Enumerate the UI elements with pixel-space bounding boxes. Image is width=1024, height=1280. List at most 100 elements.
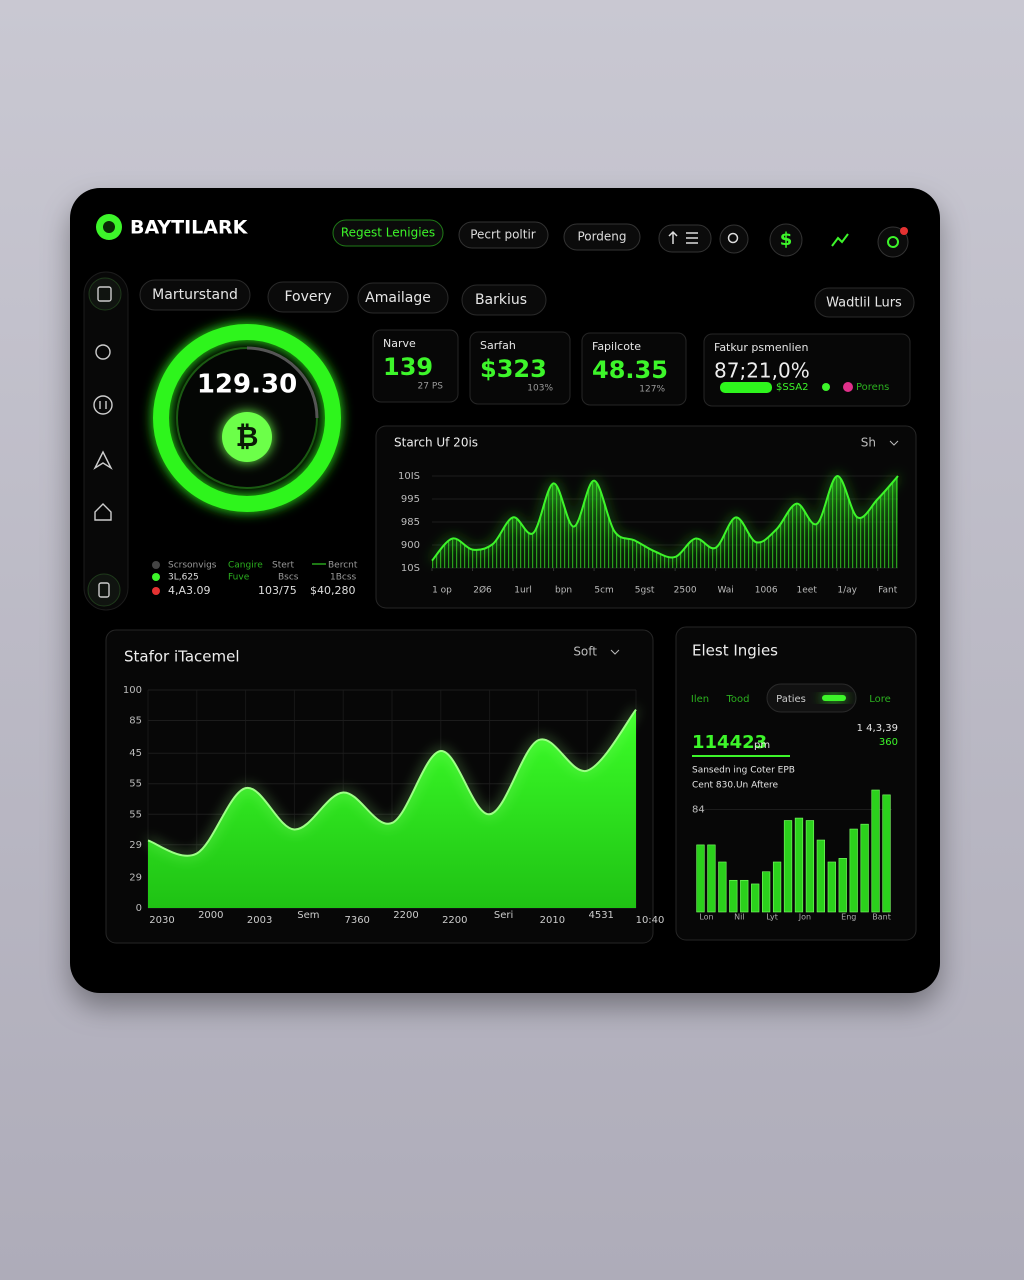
search-button[interactable] [719,224,749,254]
stat-card [372,329,459,403]
action-label: Wadtlil Lurs [826,296,902,311]
x-tick-label: Lyt [766,913,778,922]
sidebar-icon-glyph [98,582,110,598]
sidebar-icon[interactable] [94,503,112,521]
bar [762,871,771,913]
legend-text: Cangire [228,561,263,571]
panel-tab-pill[interactable] [766,683,857,713]
bar [772,861,782,913]
nav-label: Pordeng [577,230,626,244]
tab[interactable] [357,282,449,314]
brand: BAYTILARK [130,217,249,239]
search-icon [727,232,739,244]
x-tick-label: 2200 [442,915,467,926]
y-tick-label: 29 [129,840,142,851]
y-tick-label: 85 [129,716,142,727]
x-tick-label: Nil [734,913,744,922]
notification-button[interactable] [877,226,909,258]
card-value: 87;21,0% [714,359,810,383]
currency-icon: $ [780,229,793,250]
sidebar-icon[interactable] [95,344,111,360]
x-tick-label: 2000 [198,910,223,921]
sidebar [83,271,129,611]
legend-text: Bercnt [328,561,358,571]
menu-button[interactable] [658,224,712,253]
legend-text: 3L,625 [168,573,199,583]
x-tick-label: 5gst [635,586,655,596]
card-sub: 103% [527,384,553,394]
card-label: Sarfah [480,339,516,352]
legend-dot [152,587,160,595]
x-tick-label: Eng [841,913,856,922]
tab[interactable] [139,279,251,311]
x-tick-label: 2030 [149,915,174,926]
nav-button[interactable] [332,219,444,247]
dropdown-chevron [889,440,899,446]
tab-label: Amailage [365,290,431,306]
bar [783,820,793,913]
x-tick-label: 5cm [594,586,613,596]
bar [827,861,836,913]
card-label: Narve [383,337,416,350]
sidebar-icon[interactable] [88,277,122,311]
panel-tab: Paties [776,694,806,705]
panel-side: 360 [879,737,898,748]
notification-icon [887,236,899,248]
bar [751,883,760,913]
bar [707,844,716,913]
area-edge [147,708,637,857]
y-tick-label: 45 [129,748,142,759]
bar [849,828,858,913]
sidebar-icon[interactable] [87,573,121,607]
sidebar-icon-glyph [99,401,107,409]
stat-card [581,332,687,406]
brand-logo-inner [103,221,115,233]
bar [696,844,705,913]
legend-text: $40,280 [310,584,356,597]
panel-toggle[interactable] [822,695,846,701]
notification-dot [900,227,908,235]
bar [838,858,847,913]
y-tick-label: 985 [401,517,420,528]
bar [860,823,869,913]
tab[interactable] [461,284,547,316]
y-tick-label: 100 [123,685,142,696]
action-button[interactable] [814,287,915,318]
nav-button[interactable] [458,221,549,249]
tab-label: Marturstand [152,287,238,303]
bar [882,794,891,913]
x-tick-label: bpn [555,586,572,596]
currency-button[interactable] [769,223,803,257]
area [148,709,636,908]
chart-title: Elest Ingies [692,642,778,660]
x-tick-label: 1006 [755,586,778,596]
x-tick-label: Seri [494,910,513,921]
tab[interactable] [267,281,349,313]
sidebar-icon[interactable] [93,450,113,470]
x-tick-label: 2003 [247,915,272,926]
nav-button[interactable] [563,223,641,251]
panel-tab: Tood [726,694,750,705]
panel-note: Cent 830.Un Aftere [692,781,779,791]
x-tick-label: Lon [699,913,713,922]
card-sub: 27 PS [418,382,444,392]
x-tick-label: 1eet [797,586,818,596]
x-tick-label: Fant [878,586,898,596]
gauge-ring [153,324,341,512]
line-series [431,475,899,562]
bar [718,861,727,913]
panel-tab: Lore [869,694,891,705]
sidebar-icon[interactable] [93,395,113,415]
x-tick-label: Wai [717,586,733,596]
x-tick-label: 10:40 [636,915,665,926]
nav-label: Pecrt poltir [470,228,536,242]
stat-card [469,331,571,405]
card-label: Fapilcote [592,340,641,353]
panel-value: 114423 [692,732,767,753]
x-tick-label: 1 op [432,586,452,596]
legend-text: Scrsonvigs [168,561,217,571]
chart-title: Stafor iTacemel [124,648,240,666]
badge-icon [843,382,853,392]
